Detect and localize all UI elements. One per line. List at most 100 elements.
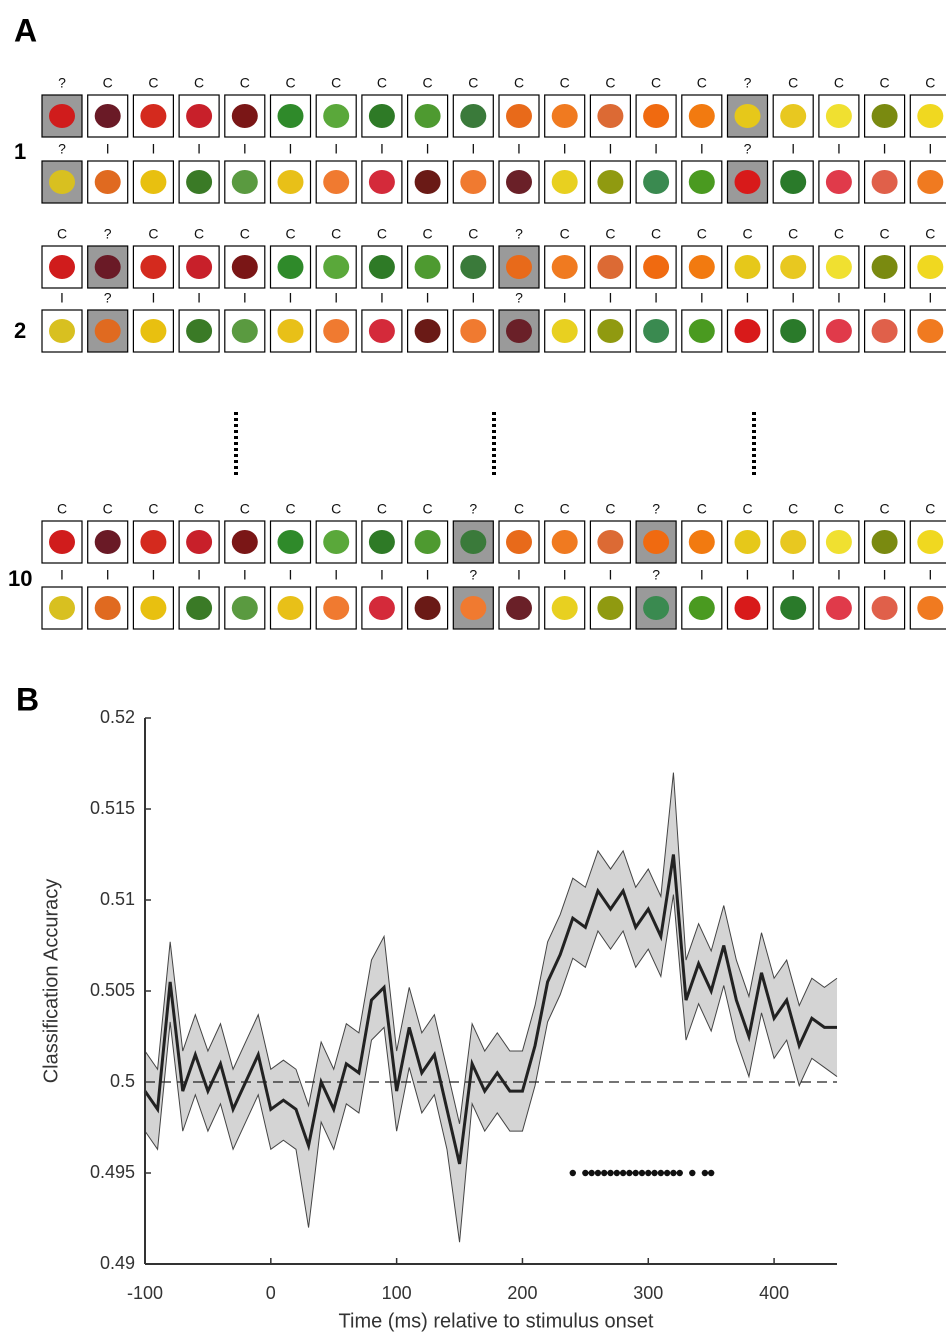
- y-tick-label: 0.495: [90, 1162, 135, 1182]
- cell-label: C: [103, 501, 113, 517]
- x-tick-label: 400: [759, 1283, 789, 1303]
- cell-label: I: [608, 290, 612, 306]
- cell-label: C: [148, 501, 158, 517]
- stimulus-icon: [460, 104, 486, 128]
- stimulus-cell: [88, 161, 128, 203]
- ellipsis-dots: [236, 412, 754, 478]
- y-tick-label: 0.515: [90, 798, 135, 818]
- cell-label: I: [928, 290, 932, 306]
- cell-label: C: [880, 226, 890, 242]
- x-tick-label: 300: [633, 1283, 663, 1303]
- y-tick-label: 0.49: [100, 1253, 135, 1273]
- stimulus-icon: [186, 596, 212, 620]
- stimulus-cell: [636, 161, 676, 203]
- stimulus-icon: [735, 530, 761, 554]
- significance-dot: [664, 1170, 670, 1176]
- cell-label: C: [377, 226, 387, 242]
- significance-dot: [626, 1170, 632, 1176]
- cell-label: I: [60, 567, 64, 583]
- cell-label: C: [514, 75, 524, 91]
- stimulus-icon: [323, 104, 349, 128]
- stimulus-icon: [780, 319, 806, 343]
- stimulus-cell: [408, 161, 448, 203]
- cell-label: I: [426, 141, 430, 157]
- stimulus-icon: [597, 530, 623, 554]
- cell-label: C: [285, 226, 295, 242]
- cell-label: C: [331, 501, 341, 517]
- stimulus-cell: [225, 246, 265, 288]
- group-label: 2: [14, 318, 26, 343]
- cell-label: C: [834, 501, 844, 517]
- cell-label: I: [837, 290, 841, 306]
- stimulus-icon: [460, 255, 486, 279]
- stimulus-cell: [545, 95, 585, 137]
- cell-label: I: [334, 290, 338, 306]
- stimulus-icon: [186, 319, 212, 343]
- cell-label: I: [928, 567, 932, 583]
- stimulus-icon: [278, 319, 304, 343]
- y-axis-label: Classification Accuracy: [40, 879, 62, 1084]
- stimulus-cell: [773, 95, 813, 137]
- stimulus-icon: [140, 530, 166, 554]
- stimulus-cell: [910, 521, 946, 563]
- stimulus-icon: [415, 170, 441, 194]
- cell-label: C: [651, 75, 661, 91]
- cell-label: I: [517, 567, 521, 583]
- stimulus-icon: [506, 104, 532, 128]
- stimulus-icon: [186, 255, 212, 279]
- cell-label: ?: [515, 290, 523, 306]
- significance-dot: [708, 1170, 714, 1176]
- significance-dot: [689, 1170, 695, 1176]
- page: {"panel_a": {"label": "A", "groups": [ {…: [0, 0, 946, 1336]
- stimulus-icon: [49, 255, 75, 279]
- stimulus-icon: [278, 104, 304, 128]
- stimulus-cell: [865, 310, 905, 352]
- stimulus-icon: [643, 530, 669, 554]
- cell-label: C: [468, 75, 478, 91]
- stimulus-icon: [552, 319, 578, 343]
- stimulus-cell: [636, 246, 676, 288]
- stimulus-cell: [910, 310, 946, 352]
- stimulus-cell: [271, 246, 311, 288]
- stimulus-cell: [316, 161, 356, 203]
- stimulus-cell: [271, 161, 311, 203]
- stimulus-cell: [636, 521, 676, 563]
- stimulus-cell: [316, 310, 356, 352]
- cell-label: I: [334, 567, 338, 583]
- cell-label: C: [925, 226, 935, 242]
- stimulus-icon: [49, 596, 75, 620]
- stimulus-icon: [140, 319, 166, 343]
- stimulus-icon: [323, 596, 349, 620]
- stimulus-cell: [728, 587, 768, 629]
- stimulus-cell: [408, 95, 448, 137]
- stimulus-icon: [49, 319, 75, 343]
- stimulus-cell: [362, 95, 402, 137]
- stimulus-icon: [872, 530, 898, 554]
- stimulus-icon: [917, 104, 943, 128]
- panel-letter: A: [14, 12, 37, 48]
- cell-label: C: [240, 75, 250, 91]
- cell-label: I: [289, 290, 293, 306]
- cell-label: I: [289, 141, 293, 157]
- stimulus-cell: [88, 246, 128, 288]
- stimulus-icon: [95, 170, 121, 194]
- stimulus-cell: [133, 521, 173, 563]
- stimulus-icon: [369, 319, 395, 343]
- stimulus-cell: [590, 95, 630, 137]
- stimulus-icon: [872, 319, 898, 343]
- stimulus-cell: [590, 161, 630, 203]
- stimulus-cell: [682, 246, 722, 288]
- stimulus-icon: [735, 104, 761, 128]
- significance-dot: [607, 1170, 613, 1176]
- stimulus-cell: [819, 95, 859, 137]
- stimulus-icon: [597, 255, 623, 279]
- stimulus-cell: [179, 587, 219, 629]
- stimulus-cell: [910, 161, 946, 203]
- stimulus-icon: [369, 596, 395, 620]
- stimulus-icon: [826, 319, 852, 343]
- cell-label: I: [289, 567, 293, 583]
- stimulus-icon: [689, 596, 715, 620]
- significance-dot: [588, 1170, 594, 1176]
- y-tick-label: 0.505: [90, 980, 135, 1000]
- stimulus-icon: [95, 319, 121, 343]
